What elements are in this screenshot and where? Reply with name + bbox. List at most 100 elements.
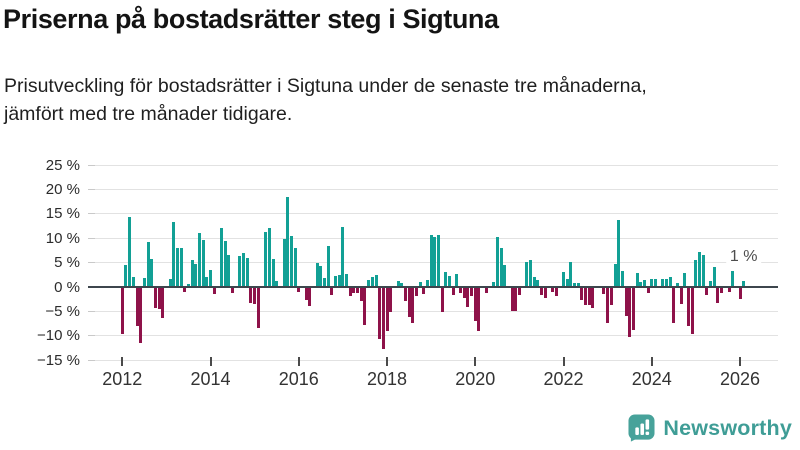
bar-negative — [514, 288, 518, 312]
bar-positive — [437, 234, 441, 287]
y-axis-tick — [88, 335, 95, 337]
bar-positive — [698, 252, 702, 287]
bar-negative — [551, 288, 554, 293]
x-axis-tick-label: 2014 — [190, 369, 231, 389]
bar-negative — [308, 288, 312, 306]
bar-negative — [624, 288, 628, 317]
bar-positive — [326, 245, 330, 287]
bar-negative — [716, 288, 720, 303]
bar-negative — [352, 288, 356, 294]
bar-negative — [679, 288, 683, 304]
x-axis-tick — [297, 357, 300, 366]
bar-negative — [403, 288, 407, 302]
y-axis-tick-label: −10 % — [37, 327, 80, 345]
bar-negative — [587, 288, 591, 305]
bar-negative — [297, 288, 301, 292]
bar-negative — [330, 288, 334, 296]
bar-positive — [146, 241, 150, 287]
bar-positive — [525, 262, 529, 287]
y-axis-tick-label: 0 % — [54, 278, 80, 296]
bar-positive — [562, 271, 566, 287]
bar-positive — [220, 228, 224, 287]
bar-negative — [407, 288, 411, 318]
bar-negative — [120, 288, 124, 334]
y-axis-tick-label: −15 % — [37, 351, 80, 369]
bar-negative — [356, 288, 360, 294]
gridline — [88, 335, 778, 337]
bar-negative — [359, 288, 363, 301]
gridline — [88, 188, 778, 190]
bar-positive — [242, 253, 246, 287]
bar-negative — [539, 288, 543, 295]
bar-negative — [609, 288, 613, 305]
bar-negative — [554, 288, 558, 296]
bar-positive — [528, 260, 532, 287]
y-axis-tick — [88, 310, 95, 312]
x-axis-tick-label: 2020 — [455, 369, 496, 389]
bar-negative — [543, 288, 547, 298]
bar-positive — [495, 236, 499, 287]
bar-negative — [256, 288, 260, 329]
brand-footer: Newsworthy — [628, 414, 792, 442]
x-axis-tick — [739, 357, 742, 366]
bar-negative — [422, 288, 426, 295]
x-axis-tick-label: 2024 — [631, 369, 672, 389]
bar-negative — [440, 288, 444, 312]
x-axis-tick — [121, 357, 124, 366]
page-title: Priserna på bostadsrätter steg i Sigtuna — [3, 4, 499, 34]
bar-negative — [628, 288, 632, 337]
bar-negative — [183, 288, 187, 293]
bar-negative — [459, 288, 463, 294]
bar-positive — [664, 278, 668, 287]
bar-positive — [448, 276, 452, 287]
bar-positive — [503, 265, 507, 287]
bar-positive — [701, 254, 705, 287]
bar-positive — [282, 239, 286, 287]
bar-positive — [639, 281, 643, 287]
bar-positive — [374, 274, 378, 287]
bar-negative — [231, 288, 235, 294]
bar-negative — [363, 288, 367, 326]
bar-positive — [642, 280, 646, 287]
y-axis-tick — [88, 188, 95, 190]
bar-positive — [168, 279, 172, 287]
bar-positive — [245, 257, 249, 287]
bar-positive — [668, 277, 672, 287]
bar-positive — [617, 219, 621, 287]
bar-negative — [462, 288, 466, 298]
x-axis-tick-label: 2016 — [278, 369, 319, 389]
bar-positive — [709, 281, 713, 287]
bar-negative — [414, 288, 418, 296]
bar-positive — [194, 263, 198, 287]
bar-positive — [205, 277, 209, 287]
bar-negative — [738, 288, 742, 300]
bar-negative — [161, 288, 165, 319]
bar-positive — [650, 278, 654, 287]
bar-negative — [153, 288, 157, 308]
brand-name: Newsworthy — [663, 415, 792, 440]
y-axis-tick-label: −5 % — [45, 302, 80, 320]
bar-negative — [687, 288, 691, 326]
bar-positive — [569, 261, 573, 287]
bar-positive — [731, 270, 735, 287]
bar-positive — [190, 260, 194, 287]
y-axis-tick-label: 10 % — [45, 229, 80, 247]
bar-negative — [602, 288, 606, 295]
x-axis-tick-label: 2026 — [720, 369, 761, 389]
bar-positive — [128, 216, 132, 287]
bar-positive — [694, 259, 698, 287]
bar-positive — [613, 263, 617, 287]
bar-positive — [444, 272, 448, 287]
bar-positive — [150, 259, 154, 287]
x-axis-tick-label: 2012 — [102, 369, 143, 389]
y-axis-tick — [88, 237, 95, 239]
bar-negative — [411, 288, 415, 324]
bar-positive — [620, 271, 624, 287]
bar-negative — [470, 288, 474, 297]
bar-positive — [334, 276, 338, 287]
bar-positive — [341, 227, 345, 287]
bar-negative — [580, 288, 584, 301]
gridline — [88, 164, 778, 166]
bar-positive — [172, 221, 176, 287]
